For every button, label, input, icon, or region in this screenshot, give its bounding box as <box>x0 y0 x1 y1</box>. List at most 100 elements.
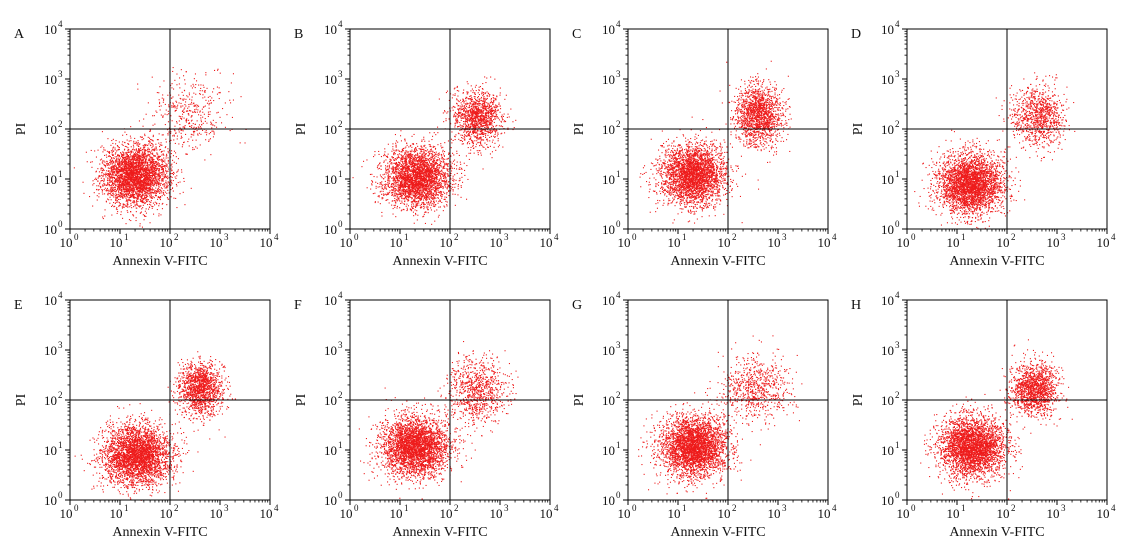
data-point-cluster-1 <box>107 174 109 176</box>
data-point-cluster-2 <box>161 134 163 136</box>
data-point-cluster-1 <box>115 168 117 170</box>
data-point-cluster-1 <box>127 180 129 182</box>
data-point-cluster-1 <box>155 171 157 173</box>
data-point-cluster-1 <box>161 168 163 170</box>
data-point-cluster-1 <box>121 159 123 161</box>
data-point-cluster-1 <box>165 165 167 167</box>
data-point-cluster-1 <box>156 190 158 192</box>
data-point-cluster-1 <box>117 186 119 188</box>
data-point-cluster-1 <box>115 165 117 167</box>
data-point-cluster-1 <box>104 154 106 156</box>
data-point-cluster-1 <box>124 157 126 159</box>
data-point-cluster-1 <box>121 174 123 176</box>
data-point-cluster-1 <box>141 187 143 189</box>
data-point-cluster-1 <box>464 174 466 176</box>
data-point-cluster-1 <box>450 188 452 190</box>
data-point-cluster-2 <box>175 132 177 134</box>
data-point-cluster-1 <box>103 169 105 171</box>
data-point-cluster-1 <box>133 187 135 189</box>
data-point-cluster-1 <box>107 138 109 140</box>
data-point-cluster-1 <box>414 149 416 151</box>
data-point-cluster-1 <box>429 196 431 198</box>
data-point-cluster-1 <box>413 160 415 162</box>
data-point-cluster-2 <box>170 131 172 133</box>
data-point-cluster-2 <box>200 133 202 135</box>
data-point-cluster-1 <box>151 160 153 162</box>
data-point-cluster-2 <box>178 129 180 131</box>
data-point-cluster-1 <box>402 177 404 179</box>
data-point-cluster-1 <box>405 184 407 186</box>
data-point-cluster-1 <box>144 154 146 156</box>
data-point-cluster-2 <box>183 111 185 113</box>
data-point-cluster-2 <box>218 92 220 94</box>
data-point-cluster-1 <box>159 159 161 161</box>
data-point-cluster-2 <box>211 127 213 129</box>
data-point-cluster-1 <box>129 199 131 201</box>
data-point-cluster-1 <box>130 185 132 187</box>
data-point-cluster-1 <box>167 175 169 177</box>
data-point-cluster-2 <box>172 102 174 104</box>
data-point-cluster-1 <box>112 177 114 179</box>
data-point-cluster-1 <box>152 166 154 168</box>
data-point-cluster-1 <box>125 187 127 189</box>
data-point-cluster-1 <box>153 174 155 176</box>
data-point-cluster-2 <box>171 120 173 122</box>
data-point-cluster-1 <box>148 169 150 171</box>
data-point-cluster-1 <box>158 149 160 151</box>
data-point-cluster-1 <box>400 165 402 167</box>
data-point-cluster-1 <box>156 157 158 159</box>
data-point-cluster-1 <box>116 172 118 174</box>
data-point-cluster-1 <box>442 161 444 163</box>
data-point-cluster-1 <box>151 168 153 170</box>
data-point-cluster-1 <box>145 190 147 192</box>
data-point-cluster-1 <box>426 205 428 207</box>
data-point-cluster-1 <box>112 157 114 159</box>
data-point-cluster-1 <box>120 175 122 177</box>
data-point-cluster-1 <box>379 162 381 164</box>
data-point-cluster-2 <box>182 99 184 101</box>
data-point-cluster-1 <box>117 187 119 189</box>
data-point-cluster-1 <box>135 188 137 190</box>
data-point-cluster-1 <box>419 184 421 186</box>
data-point-cluster-1 <box>114 182 116 184</box>
data-point-cluster-1 <box>421 146 423 148</box>
data-point-cluster-1 <box>135 163 137 165</box>
data-point-cluster-1 <box>138 172 140 174</box>
data-point-cluster-1 <box>95 171 97 173</box>
data-point-cluster-1 <box>132 196 134 198</box>
data-point-cluster-2 <box>185 120 187 122</box>
data-point-cluster-1 <box>152 139 154 141</box>
data-point-cluster-1 <box>153 197 155 199</box>
x-tick-exponent: 4 <box>274 232 279 242</box>
data-point-cluster-1 <box>103 179 105 181</box>
data-point-cluster-1 <box>391 200 393 202</box>
data-point-cluster-1 <box>138 155 140 157</box>
data-point-cluster-1 <box>128 188 130 190</box>
data-point-cluster-1 <box>383 188 385 190</box>
data-point-cluster-1 <box>168 198 170 200</box>
data-point-cluster-1 <box>399 172 401 174</box>
data-point-cluster-2 <box>218 98 220 100</box>
data-point-cluster-2 <box>210 102 212 104</box>
data-point-cluster-1 <box>430 202 432 204</box>
data-point-cluster-1 <box>109 181 111 183</box>
data-point-cluster-1 <box>128 190 130 192</box>
data-point-cluster-1 <box>145 167 147 169</box>
data-point-cluster-1 <box>409 165 411 167</box>
data-point-cluster-1 <box>177 169 179 171</box>
data-point-cluster-1 <box>110 181 112 183</box>
data-point-cluster-1 <box>150 181 152 183</box>
data-point-cluster-1 <box>111 186 113 188</box>
data-point-cluster-1 <box>135 211 137 213</box>
data-point-cluster-1 <box>121 186 123 188</box>
data-point-cluster-1 <box>139 189 141 191</box>
data-point-cluster-1 <box>150 194 152 196</box>
data-point-cluster-1 <box>167 178 169 180</box>
data-point-cluster-1 <box>142 214 144 216</box>
data-point-cluster-1 <box>430 171 432 173</box>
data-point-cluster-1 <box>140 212 142 214</box>
data-point-cluster-1 <box>114 165 116 167</box>
data-point-cluster-1 <box>148 192 150 194</box>
data-point-cluster-1 <box>151 158 153 160</box>
data-point-cluster-1 <box>150 175 152 177</box>
